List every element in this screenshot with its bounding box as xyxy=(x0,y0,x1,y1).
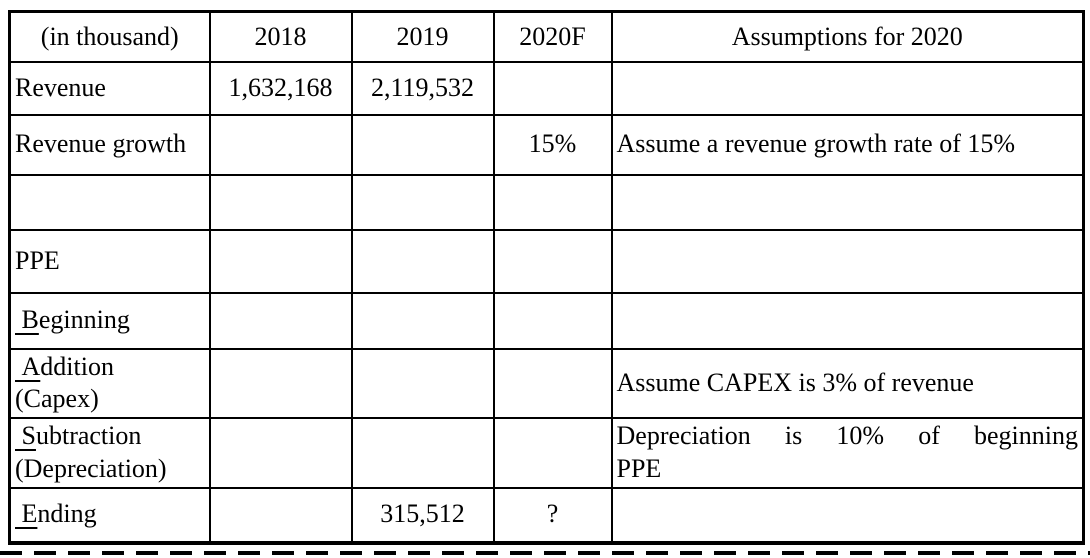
table-row-spacer xyxy=(8,173,1085,231)
table-header-row: (in thousand) 2018 2019 2020F Assumption… xyxy=(8,10,1085,63)
row-label-ppe: PPE xyxy=(8,228,211,294)
cell-subtraction-2020f xyxy=(492,416,613,489)
table-row-ppe: PPE xyxy=(8,228,1085,294)
table-row-beginning: Beginning xyxy=(8,291,1085,350)
cell-beginning-2020f xyxy=(492,291,613,350)
cell-ppe-2020f xyxy=(492,228,613,294)
cell-growth-2020f: 15% xyxy=(492,113,613,176)
row-label-addition-rest: ddition xyxy=(40,351,114,381)
cell-spacer-label xyxy=(8,173,211,231)
column-header-2020f: 2020F xyxy=(492,10,613,63)
cell-subtraction-2018 xyxy=(208,416,353,489)
cell-revenue-assumption xyxy=(610,60,1085,116)
cell-growth-2018 xyxy=(208,113,353,176)
cell-subtraction-assumption-line1: Depreciation is 10% of beginning xyxy=(616,421,1079,450)
column-header-2018: 2018 xyxy=(208,10,353,63)
row-label-addition-line1: Addition xyxy=(15,351,205,384)
cell-ppe-assumption xyxy=(610,228,1085,294)
column-header-in-thousand: (in thousand) xyxy=(8,10,211,63)
column-header-2019: 2019 xyxy=(350,10,495,63)
row-label-subtraction-underlined: S xyxy=(15,421,36,450)
table-row-subtraction-depreciation: Subtraction (Depreciation) Depreciation … xyxy=(8,416,1085,489)
row-label-ending-underlined: E xyxy=(15,499,38,529)
row-label-beginning-underlined: B xyxy=(15,305,39,335)
row-label-revenue-growth: Revenue growth xyxy=(8,113,211,176)
cell-spacer-assumption xyxy=(610,173,1085,231)
cell-subtraction-2019 xyxy=(350,416,495,489)
page-cut-dashed-line xyxy=(0,551,1090,555)
row-label-subtraction-line1: Subtraction xyxy=(15,420,205,453)
table-row-revenue-growth: Revenue growth 15% Assume a revenue grow… xyxy=(8,113,1085,176)
cell-beginning-2018 xyxy=(208,291,353,350)
cell-revenue-2019: 2,119,532 xyxy=(350,60,495,116)
row-label-subtraction-rest: ubtraction xyxy=(35,421,142,450)
cell-addition-2020f xyxy=(492,347,613,419)
row-label-ending: Ending xyxy=(8,486,211,544)
cell-ppe-2019 xyxy=(350,228,495,294)
row-label-beginning: Beginning xyxy=(8,291,211,350)
column-header-assumptions: Assumptions for 2020 xyxy=(610,10,1085,63)
cell-revenue-2018: 1,632,168 xyxy=(208,60,353,116)
row-label-revenue: Revenue xyxy=(8,60,211,116)
row-label-subtraction-line2: (Depreciation) xyxy=(15,453,167,483)
cell-beginning-2019 xyxy=(350,291,495,350)
cell-addition-2019 xyxy=(350,347,495,419)
row-label-addition: Addition (Capex) xyxy=(8,347,211,419)
row-label-subtraction: Subtraction (Depreciation) xyxy=(8,416,211,489)
cell-revenue-2020f xyxy=(492,60,613,116)
cell-ppe-2018 xyxy=(208,228,353,294)
cell-ending-2020f-question-mark: ? xyxy=(492,486,613,544)
row-label-beginning-rest: eginning xyxy=(38,305,130,335)
row-label-ending-rest: nding xyxy=(37,499,97,529)
ppe-forecast-table: (in thousand) 2018 2019 2020F Assumption… xyxy=(8,10,1085,545)
table-row-ending: Ending 315,512 ? xyxy=(8,486,1085,544)
cell-beginning-assumption xyxy=(610,291,1085,350)
cell-spacer-2020f xyxy=(492,173,613,231)
row-label-addition-line2: (Capex) xyxy=(15,384,99,413)
cell-growth-2019 xyxy=(350,113,495,176)
cell-ending-assumption xyxy=(610,486,1085,544)
cell-growth-assumption: Assume a revenue growth rate of 15% xyxy=(610,113,1085,176)
cell-subtraction-assumption: Depreciation is 10% of beginning PPE xyxy=(610,416,1085,489)
cell-addition-2018 xyxy=(208,347,353,419)
cell-spacer-2019 xyxy=(350,173,495,231)
cell-ending-2019: 315,512 xyxy=(350,486,495,544)
table-row-addition-capex: Addition (Capex) Assume CAPEX is 3% of r… xyxy=(8,347,1085,419)
cell-spacer-2018 xyxy=(208,173,353,231)
table-row-revenue: Revenue 1,632,168 2,119,532 xyxy=(8,60,1085,116)
cell-addition-assumption: Assume CAPEX is 3% of revenue xyxy=(610,347,1085,419)
row-label-addition-underlined: A xyxy=(15,351,41,381)
cell-subtraction-assumption-line2: PPE xyxy=(616,453,662,483)
cell-ending-2018 xyxy=(208,486,353,544)
